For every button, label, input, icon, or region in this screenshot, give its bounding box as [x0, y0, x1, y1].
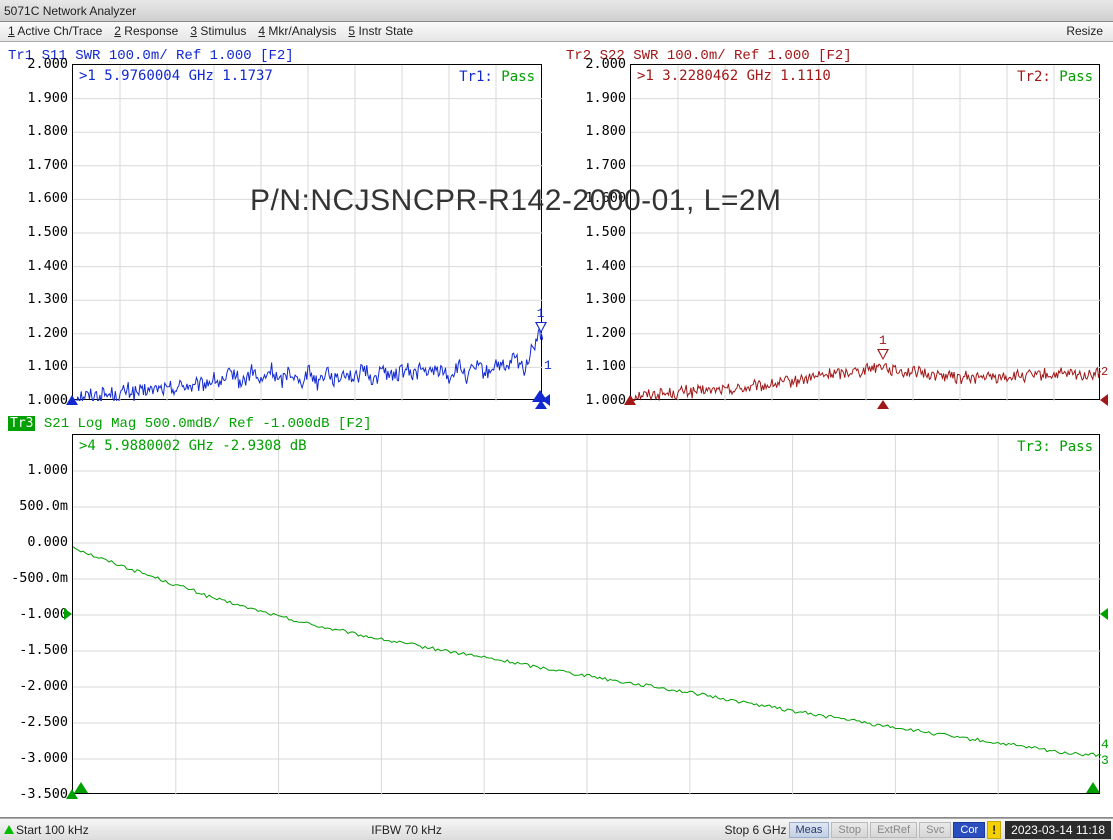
chart1-ylabel: 1.400	[10, 258, 68, 274]
chart3-ylabel: -1.000	[10, 606, 68, 622]
chart1-ylabel: 1.100	[10, 358, 68, 374]
status-bar: Start 100 kHz IFBW 70 kHz Stop 6 GHz Mea…	[0, 818, 1113, 840]
chart3-panel: Tr3 S21 Log Mag 500.0mdB/ Ref -1.000dB […	[0, 414, 372, 434]
status-ifbw: IFBW 70 kHz	[371, 823, 442, 837]
play-icon	[4, 825, 14, 834]
chart3-ylabel: 500.0m	[10, 498, 68, 514]
chart2-ylabel: 1.700	[568, 157, 626, 173]
chart2-ylabel: 1.500	[568, 224, 626, 240]
chart2-marker-readout: >1 3.2280462 GHz 1.1110	[637, 68, 831, 84]
chart3-ylabel: 0.000	[10, 534, 68, 550]
chart2-ylabel: 1.800	[568, 123, 626, 139]
chart2-plot[interactable]: >1 3.2280462 GHz 1.1110 Tr2: Pass	[630, 64, 1100, 400]
chart2-limit-label: 2	[1101, 365, 1108, 379]
chart3-ylabel: -2.500	[10, 714, 68, 730]
chart2-ylabel: 1.900	[568, 90, 626, 106]
menu-item-2[interactable]: 3 Stimulus	[186, 22, 254, 41]
chart2-ylabel: 1.200	[568, 325, 626, 341]
chart1-ylabel: 2.000	[10, 56, 68, 72]
chart3-ylabel: -3.500	[10, 786, 68, 802]
status-svc[interactable]: Svc	[919, 822, 951, 838]
menu-item-1[interactable]: 2 Response	[110, 22, 186, 41]
chart3-marker-readout: >4 5.9880002 GHz -2.9308 dB	[79, 438, 307, 454]
chart3-ylabel: -1.500	[10, 642, 68, 658]
menu-item-0[interactable]: 1 Active Ch/Trace	[4, 22, 110, 41]
chart3-ylabel: -2.000	[10, 678, 68, 694]
chart2-ylabel: 1.400	[568, 258, 626, 274]
chart1-plot[interactable]: >1 5.9760004 GHz 1.1737 Tr1: Pass	[72, 64, 542, 400]
chart1-ylabel: 1.600	[10, 190, 68, 206]
chart1-ylabel: 1.000	[10, 392, 68, 408]
chart3-corner-marker-0	[74, 782, 88, 793]
chart3-ref-marker-right	[1100, 608, 1108, 620]
chart2-ref-marker-left	[624, 395, 636, 405]
status-stop: Stop 6 GHz	[724, 823, 786, 837]
status-stop-box[interactable]: Stop	[831, 822, 868, 838]
chart2-ylabel: 1.100	[568, 358, 626, 374]
chart3-plot[interactable]: >4 5.9880002 GHz -2.9308 dB Tr3: Pass	[72, 434, 1100, 794]
chart1-ylabel: 1.300	[10, 291, 68, 307]
chart2-marker-x-indicator	[877, 400, 889, 409]
status-meas[interactable]: Meas	[789, 822, 830, 838]
status-start: Start 100 kHz	[16, 823, 89, 837]
chart1-ylabel: 1.800	[10, 123, 68, 139]
chart3-pass-label: Tr3: Pass	[1017, 439, 1093, 455]
chart3-ylabel: 1.000	[10, 462, 68, 478]
status-warn-icon: !	[987, 821, 1001, 839]
chart2-ylabel: 1.300	[568, 291, 626, 307]
status-datetime: 2023-03-14 11:18	[1005, 821, 1111, 839]
menu-bar: 1 Active Ch/Trace2 Response3 Stimulus4 M…	[0, 22, 1113, 42]
chart3-ylabel: -3.000	[10, 750, 68, 766]
chart1-ylabel: 1.200	[10, 325, 68, 341]
chart2-marker-number: 1	[879, 333, 887, 348]
status-cor[interactable]: Cor	[953, 822, 985, 838]
chart3-ref-marker-left-arrow	[64, 608, 72, 620]
chart1-marker-number: 1	[537, 306, 545, 321]
menu-item-3[interactable]: 4 Mkr/Analysis	[254, 22, 344, 41]
chart1-marker-readout: >1 5.9760004 GHz 1.1737	[79, 68, 273, 84]
chart2-ylabel: 1.000	[568, 392, 626, 408]
chart1-limit-label: 1	[544, 358, 552, 373]
chart1-ylabel: 1.700	[10, 157, 68, 173]
chart3-title: Tr3 S21 Log Mag 500.0mdB/ Ref -1.000dB […	[0, 414, 372, 434]
chart3-corner-marker-1	[1086, 782, 1100, 793]
chart3-ylabel: -500.0m	[10, 570, 68, 586]
title-bar: 5071C Network Analyzer	[0, 0, 1113, 22]
chart3-marker4-label: 4	[1101, 737, 1109, 752]
chart2-ylabel: 1.600	[568, 190, 626, 206]
chart1-pass-label: Tr1: Pass	[459, 69, 535, 85]
content-area: P/N:NCJSNCPR-R142-2000-01, L=2M Tr1 S11 …	[0, 42, 1113, 818]
chart2-pass-label: Tr2: Pass	[1017, 69, 1093, 85]
chart1-ylabel: 1.900	[10, 90, 68, 106]
menu-resize[interactable]: Resize	[1062, 22, 1113, 41]
window-title: 5071C Network Analyzer	[4, 4, 136, 18]
status-extref[interactable]: ExtRef	[870, 822, 917, 838]
chart1-ref-marker-left	[66, 395, 78, 405]
menu-item-4[interactable]: 5 Instr State	[344, 22, 421, 41]
chart1-ylabel: 1.500	[10, 224, 68, 240]
chart2-ylabel: 2.000	[568, 56, 626, 72]
chart2-ref-marker-right	[1100, 394, 1108, 406]
chart3-marker3-label: 3	[1101, 753, 1109, 768]
